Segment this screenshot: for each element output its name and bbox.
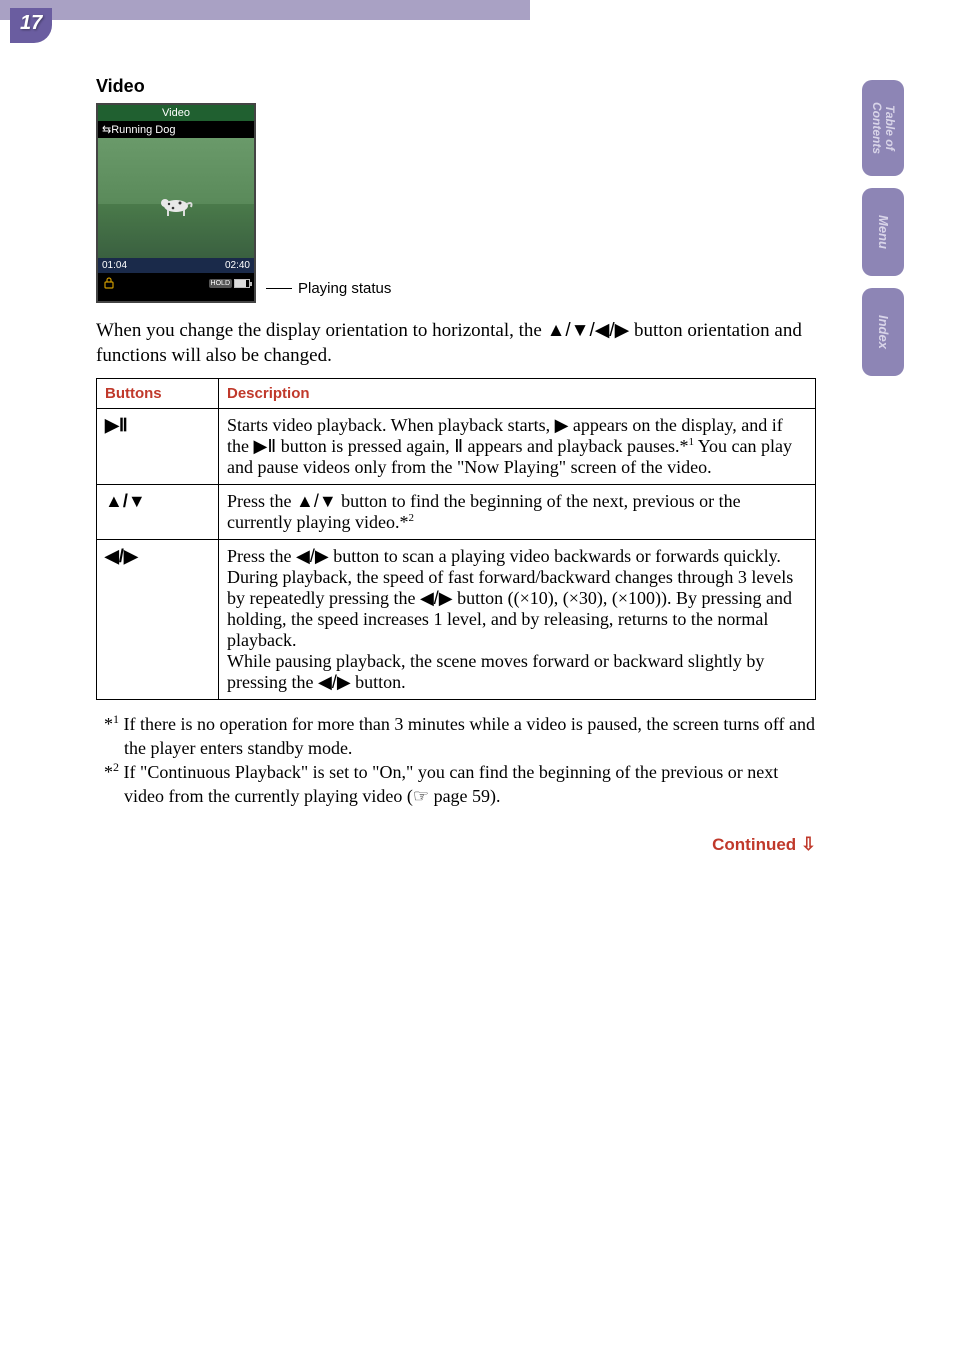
section-title: Video <box>96 76 816 97</box>
loop-icon: ⇆ <box>102 124 111 136</box>
time-elapsed: 01:04 <box>102 260 127 271</box>
battery-status: HOLD <box>209 279 250 288</box>
video-frame <box>98 138 254 258</box>
t: Press the <box>227 491 296 511</box>
intro-paragraph: When you change the display orientation … <box>96 319 816 368</box>
btn-up-down: ▲/▼ <box>97 485 219 540</box>
playing-status-caption: Playing status <box>266 280 391 297</box>
device-screenshot: Video ⇆Running Dog <box>96 103 256 303</box>
page-ref-icon: ☞ <box>413 786 429 806</box>
intro-text-1: When you change the display orientation … <box>96 320 547 341</box>
arrow-glyphs: ▲/▼/◀/▶ <box>547 320 630 341</box>
table-row: ▲/▼ Press the ▲/▼ button to find the beg… <box>97 485 816 540</box>
desc-left-right: Press the ◀/▶ button to scan a playing v… <box>219 540 816 700</box>
desc-play-pause: Starts video playback. When playback sta… <box>219 409 816 485</box>
col-buttons: Buttons <box>97 379 219 409</box>
page-ref[interactable]: page 59 <box>429 786 490 806</box>
filename-text: Running Dog <box>111 124 175 136</box>
t: While pausing playback, the scene moves … <box>227 651 764 692</box>
play-pause-icon: ▶Ⅱ <box>254 436 277 456</box>
buttons-table: Buttons Description ▶Ⅱ Starts video play… <box>96 378 816 700</box>
t: appears and playback pauses.* <box>463 436 688 456</box>
btn-play-pause: ▶Ⅱ <box>97 409 219 485</box>
col-description: Description <box>219 379 816 409</box>
continued-indicator: Continued ⇩ <box>96 834 816 855</box>
play-icon: ▶ <box>555 415 569 435</box>
footnotes: *1 If there is no operation for more tha… <box>96 712 816 808</box>
left-right-icon: ◀/▶ <box>420 588 453 608</box>
fn-star: * <box>104 714 113 734</box>
table-row: ◀/▶ Press the ◀/▶ button to scan a playi… <box>97 540 816 700</box>
tab-index[interactable]: Index <box>862 288 904 376</box>
table-row: ▶Ⅱ Starts video playback. When playback … <box>97 409 816 485</box>
btn-left-right: ◀/▶ <box>97 540 219 700</box>
t: button. <box>351 672 406 692</box>
tab-table-of-contents[interactable]: Table of Contents <box>862 80 904 176</box>
table-header-row: Buttons Description <box>97 379 816 409</box>
battery-icon <box>234 279 250 288</box>
t: button is pressed again, <box>276 436 454 456</box>
side-tabs: Table of Contents Menu Index <box>862 80 904 388</box>
continued-text: Continued <box>712 835 801 854</box>
fn-text: ). <box>490 786 501 806</box>
footnote-2: *2 If "Continuous Playback" is set to "O… <box>96 760 816 808</box>
screenshot-row: Video ⇆Running Dog <box>96 103 816 303</box>
left-right-icon: ◀/▶ <box>318 672 351 692</box>
time-total: 02:40 <box>225 260 250 271</box>
t: Press the <box>227 546 296 566</box>
footnote-1: *1 If there is no operation for more tha… <box>96 712 816 760</box>
fn-text: If there is no operation for more than 3… <box>119 714 815 757</box>
hold-label: HOLD <box>209 279 232 288</box>
page-number: 17 <box>10 8 52 43</box>
left-right-icon: ◀/▶ <box>296 546 329 566</box>
header-bar <box>0 0 530 20</box>
pause-icon: Ⅱ <box>454 436 463 456</box>
lock-icon <box>102 276 116 290</box>
t: button to scan a playing video backwards… <box>329 546 781 566</box>
time-bar: 01:04 02:40 <box>98 258 254 273</box>
desc-up-down: Press the ▲/▼ button to find the beginni… <box>219 485 816 540</box>
status-icons: HOLD <box>98 273 254 294</box>
footnote-ref-2: 2 <box>408 512 414 524</box>
tab-menu[interactable]: Menu <box>862 188 904 276</box>
content-area: Video Video ⇆Running Dog <box>96 76 816 855</box>
down-arrow-icon: ⇩ <box>801 834 816 854</box>
fn-star: * <box>104 762 113 782</box>
screen-filename: ⇆Running Dog <box>98 121 254 138</box>
dog-graphic <box>155 191 197 217</box>
screen-title: Video <box>98 105 254 121</box>
t: Starts video playback. When playback sta… <box>227 415 555 435</box>
up-down-icon: ▲/▼ <box>296 491 337 511</box>
